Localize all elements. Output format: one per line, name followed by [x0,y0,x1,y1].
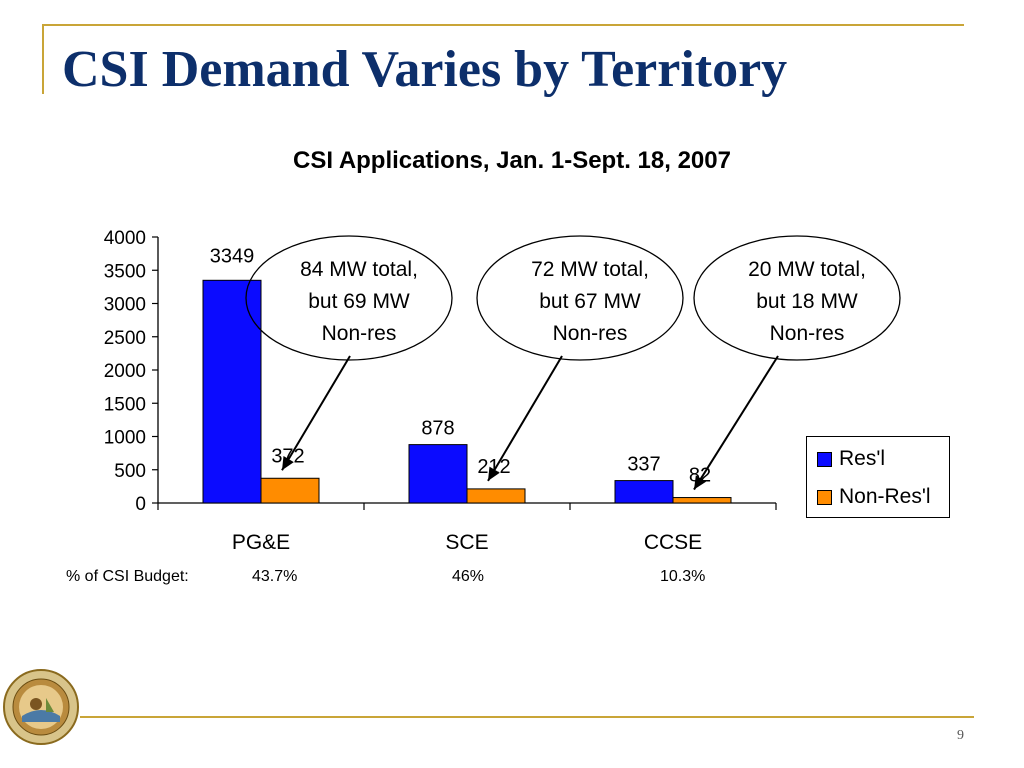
state-seal-icon [3,669,79,745]
y-tick-label: 3500 [104,261,146,282]
annotation-arrow [281,355,351,471]
annotation-ellipse [476,235,684,361]
annotation-arrow [487,355,563,482]
x-tick-label: CCSE [644,531,702,554]
annotation-text: but 67 MW [539,290,641,313]
budget-value-sce: 46% [452,568,485,585]
annotation-text: Non-res [553,322,628,345]
annotation-text: Non-res [770,322,845,345]
annotation-arrowhead [488,466,500,481]
annotation-text: 84 MW total, [300,258,418,281]
annotation-text: but 18 MW [756,290,858,313]
budget-value-ccse: 10.3% [660,568,706,585]
bar-nonres [672,497,732,504]
chart-legend: Res'l Non-Res'l [806,436,950,518]
legend-label-res: Res'l [839,447,886,470]
data-label: 3349 [210,245,255,267]
y-tick-label: 1500 [104,394,146,415]
annotation-text: Non-res [322,322,397,345]
y-tick-label: 500 [114,461,146,482]
annotation-text: but 69 MW [308,290,410,313]
y-tick-label: 2000 [104,361,146,382]
bar-nonres [260,477,320,504]
annotation-ellipse [693,235,901,361]
data-label: 337 [627,454,660,476]
legend-item-nonres: Non-Res'l [817,485,931,509]
legend-item-res: Res'l [817,447,885,471]
budget-label: % of CSI Budget: [66,568,189,585]
chart-title: CSI Applications, Jan. 1-Sept. 18, 2007 [293,147,731,174]
y-tick-label: 2500 [104,328,146,349]
data-label: 212 [477,456,510,478]
slide-title: CSI Demand Varies by Territory [62,41,788,98]
y-tick-label: 0 [135,494,146,515]
frame-line-left [42,24,44,94]
bar-res [614,480,674,504]
data-label: 878 [421,418,454,440]
data-label: 372 [271,445,304,467]
annotation-ellipse [245,235,453,361]
legend-swatch-res [817,451,832,467]
budget-value-pge: 43.7% [252,568,298,585]
bar-res [408,444,468,504]
frame-line-bottom [80,716,974,718]
x-tick-label: PG&E [232,531,290,554]
annotation-arrowhead [694,475,707,490]
y-tick-label: 1000 [104,428,146,449]
frame-line-top [42,24,964,26]
annotation-text: 72 MW total, [531,258,649,281]
annotation-arrow [693,355,779,491]
x-tick-label: SCE [445,531,488,554]
page-number: 9 [957,728,964,743]
bar-res [202,279,262,504]
legend-swatch-nonres [817,489,832,505]
annotation-arrowhead [282,456,294,471]
y-tick-label: 3000 [104,295,146,316]
bar-nonres [466,488,526,504]
y-tick-label: 4000 [104,228,146,249]
legend-label-nonres: Non-Res'l [839,485,931,508]
annotation-text: 20 MW total, [748,258,866,281]
